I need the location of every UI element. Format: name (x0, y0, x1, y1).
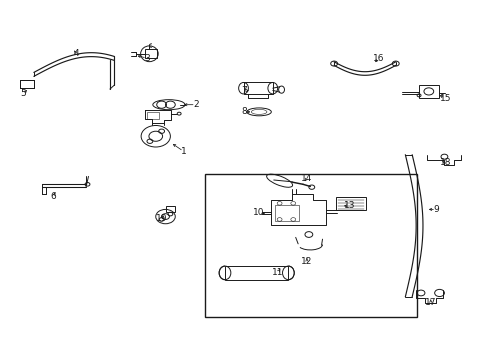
Bar (166, 206, 175, 212)
Text: 19: 19 (156, 214, 167, 223)
Text: 2: 2 (193, 100, 198, 109)
Bar (243, 82, 272, 94)
Text: 1: 1 (180, 147, 186, 156)
Bar (335, 197, 366, 211)
Text: 13: 13 (343, 201, 354, 210)
Bar (147, 112, 159, 119)
Text: 4: 4 (73, 49, 79, 58)
Bar (204, 174, 416, 317)
Bar (20, 80, 34, 88)
Text: 10: 10 (253, 208, 264, 217)
Bar (418, 85, 438, 98)
Bar (144, 49, 157, 58)
Text: 3: 3 (144, 54, 149, 63)
Text: 7: 7 (241, 86, 247, 95)
Text: 11: 11 (271, 268, 283, 277)
Text: 18: 18 (439, 158, 450, 167)
Bar (224, 266, 288, 280)
Bar (274, 205, 299, 221)
Text: 14: 14 (301, 174, 312, 183)
Text: 16: 16 (372, 54, 384, 63)
Text: 15: 15 (439, 94, 450, 103)
Text: 8: 8 (241, 107, 247, 116)
Text: 5: 5 (20, 89, 26, 98)
Bar (20, 80, 34, 88)
Text: 6: 6 (50, 192, 56, 201)
Text: 12: 12 (301, 257, 312, 266)
Text: 9: 9 (432, 205, 438, 214)
Text: 17: 17 (424, 298, 436, 307)
